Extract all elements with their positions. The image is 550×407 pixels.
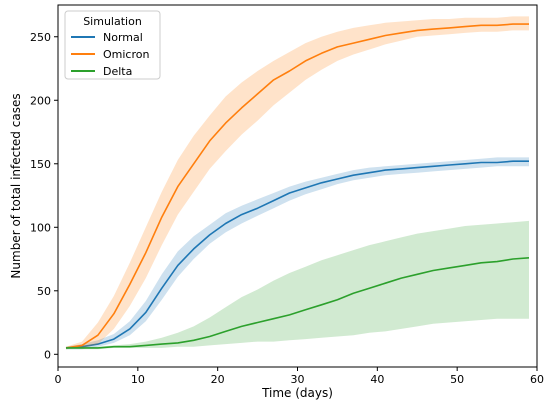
x-tick-label: 10 xyxy=(131,373,145,386)
x-tick-label: 40 xyxy=(370,373,384,386)
legend: Simulation Normal Omicron Delta xyxy=(64,10,161,80)
legend-label-omicron: Omicron xyxy=(103,48,149,61)
y-tick-label: 150 xyxy=(30,158,51,171)
y-tick-label: 250 xyxy=(30,31,51,44)
y-tick-label: 200 xyxy=(30,94,51,107)
series-line-omicron xyxy=(65,23,529,349)
axis-ticks: 0 10 20 30 40 50 60 0 50 100 150 200 250 xyxy=(30,31,544,386)
series-line-delta xyxy=(66,257,530,349)
y-tick-label: 0 xyxy=(44,348,51,361)
y-tick-label: 50 xyxy=(37,285,51,298)
x-tick-label: 60 xyxy=(530,373,544,386)
x-tick-label: 50 xyxy=(450,373,464,386)
legend-label-normal: Normal xyxy=(103,31,143,44)
plot-area xyxy=(65,16,530,350)
series-line-normal xyxy=(65,160,529,349)
x-tick-label: 0 xyxy=(55,373,62,386)
x-tick-label: 30 xyxy=(291,373,305,386)
legend-items: Normal Omicron Delta xyxy=(71,31,149,78)
y-tick-label: 100 xyxy=(30,221,51,234)
legend-box xyxy=(64,10,161,80)
legend-title: Simulation xyxy=(83,15,142,28)
confidence-band-delta xyxy=(66,220,529,350)
y-axis-label: Number of total infected cases xyxy=(9,93,23,278)
x-tick-label: 20 xyxy=(211,373,225,386)
confidence-band-normal xyxy=(66,157,529,350)
legend-label-delta: Delta xyxy=(103,65,132,78)
x-axis-label: Time (days) xyxy=(261,386,333,400)
